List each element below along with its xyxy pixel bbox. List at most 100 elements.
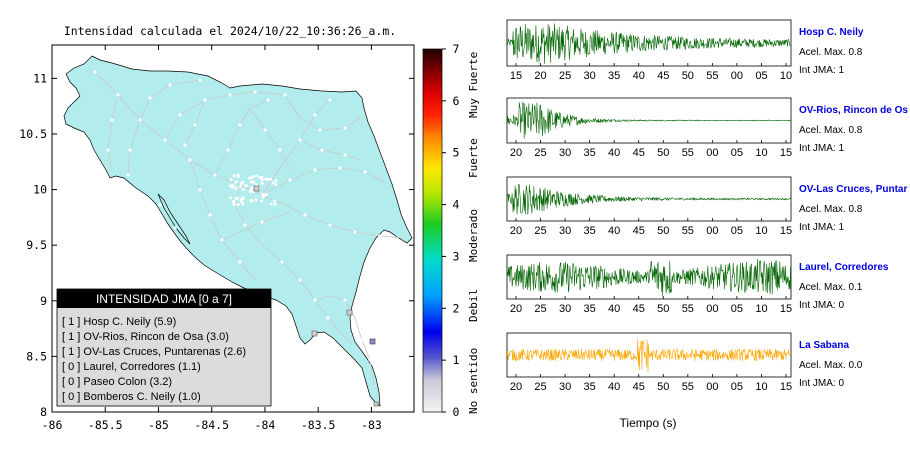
town-dot xyxy=(228,184,232,188)
label-muy-fuerte: Muy Fuerte xyxy=(467,52,480,118)
time-tick-label: 40 xyxy=(608,381,620,393)
town-dot xyxy=(266,98,270,102)
town-dot xyxy=(106,148,110,152)
time-tick-label: 30 xyxy=(559,225,571,237)
town-dot xyxy=(280,260,284,264)
time-tick-label: 15 xyxy=(780,381,792,393)
time-tick-label: 05 xyxy=(731,225,743,237)
station-marker-bomberos xyxy=(373,401,379,407)
town-dot xyxy=(260,178,264,182)
time-tick-label: 05 xyxy=(731,303,743,315)
town-dot xyxy=(247,176,251,180)
time-tick-label: 20 xyxy=(510,303,522,315)
town-dot xyxy=(260,220,264,224)
time-tick-label: 10 xyxy=(755,381,767,393)
town-dot xyxy=(273,202,277,206)
town-dot xyxy=(328,98,332,102)
town-dot xyxy=(158,203,162,207)
time-tick-label: 15 xyxy=(780,147,792,159)
time-tick-label: 15 xyxy=(780,303,792,315)
station-name: Hosp C. Neily xyxy=(799,27,864,38)
town-dot xyxy=(266,177,270,181)
time-tick-label: 25 xyxy=(534,225,546,237)
int-jma: Int JMA: 0 xyxy=(799,300,844,311)
x-tick-label: -84.5 xyxy=(194,418,229,432)
time-tick-label: 55 xyxy=(682,303,694,315)
town-dot xyxy=(252,175,256,179)
town-dot xyxy=(220,238,224,242)
time-tick-label: 10 xyxy=(755,147,767,159)
label-no-sentido: No sentido xyxy=(467,348,480,414)
legend-item: [ 1 ] OV-Las Cruces, Puntarenas (2.6) xyxy=(62,346,246,358)
acel-max: Acel. Max. 0.1 xyxy=(799,282,863,293)
town-dot xyxy=(241,196,245,200)
town-dot xyxy=(138,118,142,122)
colorbar-descriptors: Muy Fuerte Fuerte Moderado Debil No sent… xyxy=(467,52,480,414)
town-dot xyxy=(378,234,382,238)
town-dot xyxy=(313,168,317,172)
town-dot xyxy=(353,230,357,234)
town-dot xyxy=(234,197,238,201)
town-dot xyxy=(239,182,243,186)
town-dot xyxy=(236,173,240,177)
map-title: Intensidad calculada el 2024/10/22_10:36… xyxy=(64,24,396,38)
x-tick-label: -85 xyxy=(148,418,169,432)
waveform-xlabel: Tiempo (s) xyxy=(620,416,677,430)
station-name: Laurel, Corredores xyxy=(799,262,889,273)
legend-item: [ 1 ] OV-Rios, Rincon de Osa (3.0) xyxy=(62,331,229,343)
x-tick-label: -84 xyxy=(255,418,276,432)
y-tick-label: 10 xyxy=(33,183,47,197)
town-dot xyxy=(264,177,268,181)
colorbar-tick-label: 5 xyxy=(453,146,460,160)
town-dot xyxy=(243,223,247,227)
town-dot xyxy=(228,93,232,97)
town-dot xyxy=(251,185,255,189)
time-tick-label: 50 xyxy=(657,225,669,237)
town-dot xyxy=(274,179,278,183)
acel-max: Acel. Max. 0.8 xyxy=(799,204,863,215)
time-tick-label: 20 xyxy=(534,70,546,82)
town-dot xyxy=(163,138,167,142)
time-tick-label: 00 xyxy=(731,70,743,82)
town-dot xyxy=(241,202,245,206)
town-dot xyxy=(251,180,255,184)
town-dot xyxy=(193,123,197,127)
int-jma: Int JMA: 1 xyxy=(799,222,844,233)
town-dot xyxy=(110,118,114,122)
town-dot xyxy=(313,298,317,302)
time-tick-label: 10 xyxy=(755,225,767,237)
town-dot xyxy=(231,184,235,188)
time-tick-label: 30 xyxy=(559,303,571,315)
colorbar-ticks: 7 6 5 4 3 2 1 0 xyxy=(442,42,460,419)
town-dot xyxy=(343,126,347,130)
acel-max: Acel. Max. 0.8 xyxy=(799,47,863,58)
time-tick-label: 55 xyxy=(706,70,718,82)
town-dot xyxy=(188,158,192,162)
time-tick-label: 20 xyxy=(510,225,522,237)
map-axes: -86 -85.5 -85 -84.5 -84 -83.5 -83 11 10.5 10 9.5 9 8… xyxy=(19,45,414,432)
town-dot xyxy=(264,192,268,196)
town-dot xyxy=(258,176,262,180)
time-tick-label: 45 xyxy=(657,70,669,82)
waveform-panel: 20 25 30 35 40 45 50 55 00 05 10 15 La Sabana Acel. M… xyxy=(506,332,863,393)
time-tick-label: 00 xyxy=(706,225,718,237)
town-dot xyxy=(272,199,276,203)
time-tick-label: 00 xyxy=(706,147,718,159)
town-dot xyxy=(269,202,273,206)
station-name: OV-Las Cruces, Puntar xyxy=(799,184,907,195)
town-dot xyxy=(128,148,132,152)
town-dot xyxy=(303,213,307,217)
acel-max: Acel. Max. 0.8 xyxy=(799,125,863,136)
town-dot xyxy=(213,173,217,177)
time-tick-label: 10 xyxy=(755,303,767,315)
town-dot xyxy=(228,196,232,200)
intensity-colorbar xyxy=(422,48,443,413)
time-tick-label: 40 xyxy=(608,303,620,315)
time-tick-label: 05 xyxy=(731,147,743,159)
time-tick-label: 35 xyxy=(584,381,596,393)
time-tick-label: 45 xyxy=(633,381,645,393)
time-tick-label: 30 xyxy=(584,70,596,82)
time-tick-label: 05 xyxy=(755,70,767,82)
colorbar-tick-label: 1 xyxy=(453,353,460,367)
town-dot xyxy=(168,83,172,87)
